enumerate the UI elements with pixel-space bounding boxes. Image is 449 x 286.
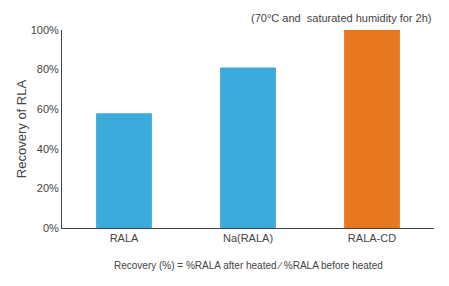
- svg-text:(70°C and saturated humidity: (70°C and saturated humidity for 2h): [251, 12, 432, 24]
- svg-text:0%: 0%: [43, 222, 59, 234]
- svg-text:Recovery of RLA: Recovery of RLA: [14, 80, 29, 179]
- svg-text:Recovery (%) = %RALA after hea: Recovery (%) = %RALA after heated ∕ %RAL…: [114, 260, 383, 271]
- svg-text:80%: 80%: [37, 63, 59, 75]
- svg-text:20%: 20%: [37, 182, 59, 194]
- svg-text:RALA: RALA: [110, 232, 139, 244]
- svg-text:60%: 60%: [37, 103, 59, 115]
- svg-text:Na(RALA): Na(RALA): [223, 232, 273, 244]
- svg-text:40%: 40%: [37, 143, 59, 155]
- svg-text:100%: 100%: [31, 24, 59, 36]
- svg-text:RALA-CD: RALA-CD: [348, 232, 396, 244]
